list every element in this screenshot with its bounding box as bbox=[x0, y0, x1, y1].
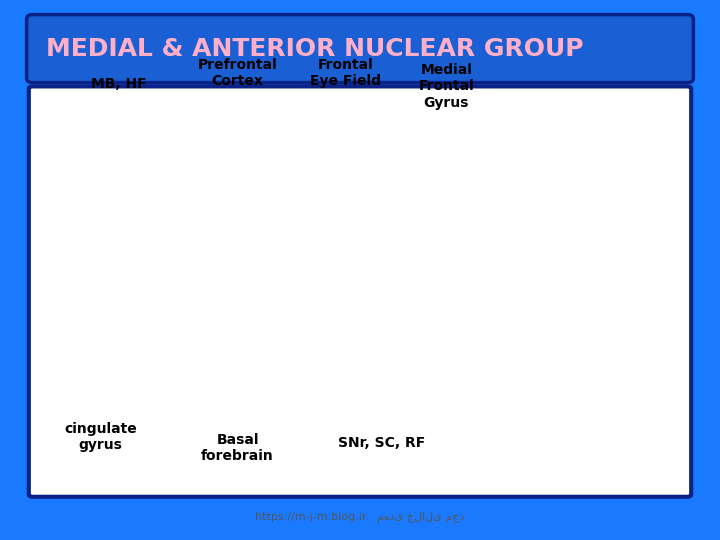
Text: SNr, SC, RF: SNr, SC, RF bbox=[338, 436, 426, 450]
Text: https://m-j-m.blog.ir   مهدی جلالی مجد: https://m-j-m.blog.ir مهدی جلالی مجد bbox=[256, 512, 464, 523]
Text: Prefrontal
Cortex: Prefrontal Cortex bbox=[198, 58, 277, 88]
Text: Basal
forebrain: Basal forebrain bbox=[201, 433, 274, 463]
Text: MB, HF: MB, HF bbox=[91, 77, 147, 91]
FancyBboxPatch shape bbox=[27, 15, 693, 83]
FancyBboxPatch shape bbox=[29, 86, 691, 497]
Text: cingulate
gyrus: cingulate gyrus bbox=[64, 422, 138, 453]
Text: MEDIAL & ANTERIOR NUCLEAR GROUP: MEDIAL & ANTERIOR NUCLEAR GROUP bbox=[45, 37, 583, 60]
Text: Medial
Frontal
Gyrus: Medial Frontal Gyrus bbox=[418, 63, 474, 110]
Text: Frontal
Eye Field: Frontal Eye Field bbox=[310, 58, 381, 88]
